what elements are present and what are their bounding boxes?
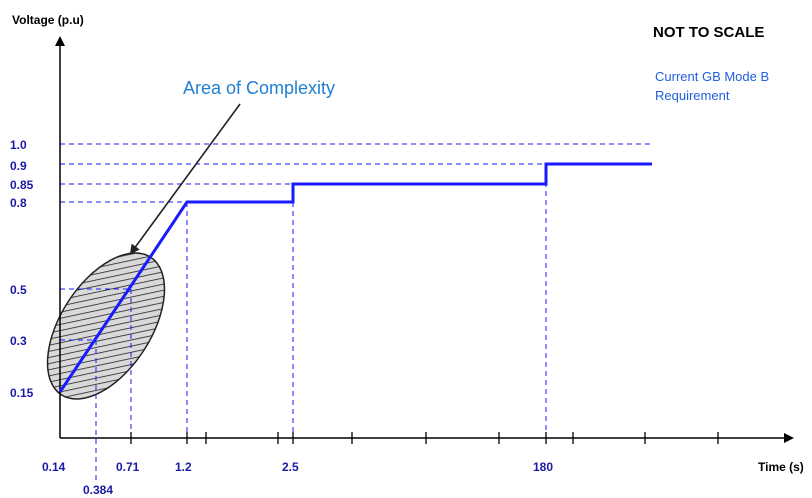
scale-note: NOT TO SCALE [653, 24, 764, 41]
y-tick-label: 0.5 [10, 283, 27, 297]
complexity-ellipse [46, 252, 166, 400]
x-tick-label: 1.2 [175, 460, 192, 474]
x-tick-label: 0.384 [83, 483, 113, 497]
annotation-arrow [129, 103, 241, 255]
x-axis-arrow [784, 433, 794, 443]
y-axis-title: Voltage (p.u) [12, 13, 84, 27]
x-tick-label: 0.14 [42, 460, 66, 474]
y-tick-label: 0.9 [10, 159, 27, 173]
legend-line-1: Current GB Mode B [655, 69, 769, 84]
legend-line-2: Requirement [655, 88, 730, 103]
x-tick-label: 180 [533, 460, 553, 474]
y-tick-label: 1.0 [10, 138, 27, 152]
series-line-gb-mode-b [58, 162, 652, 393]
x-tick-label: 0.71 [116, 460, 140, 474]
x-axis-tick-marks [130, 432, 719, 444]
y-tick-label: 0.15 [10, 386, 34, 400]
x-axis-title: Time (s) [758, 460, 804, 474]
x-tick-label: 2.5 [282, 460, 299, 474]
annotation-label: Area of Complexity [183, 78, 335, 98]
y-tick-label: 0.8 [10, 196, 27, 210]
y-axis-arrow [55, 36, 65, 46]
y-tick-label: 0.3 [10, 334, 27, 348]
guide-lines [60, 143, 652, 484]
y-tick-label: 0.85 [10, 178, 34, 192]
